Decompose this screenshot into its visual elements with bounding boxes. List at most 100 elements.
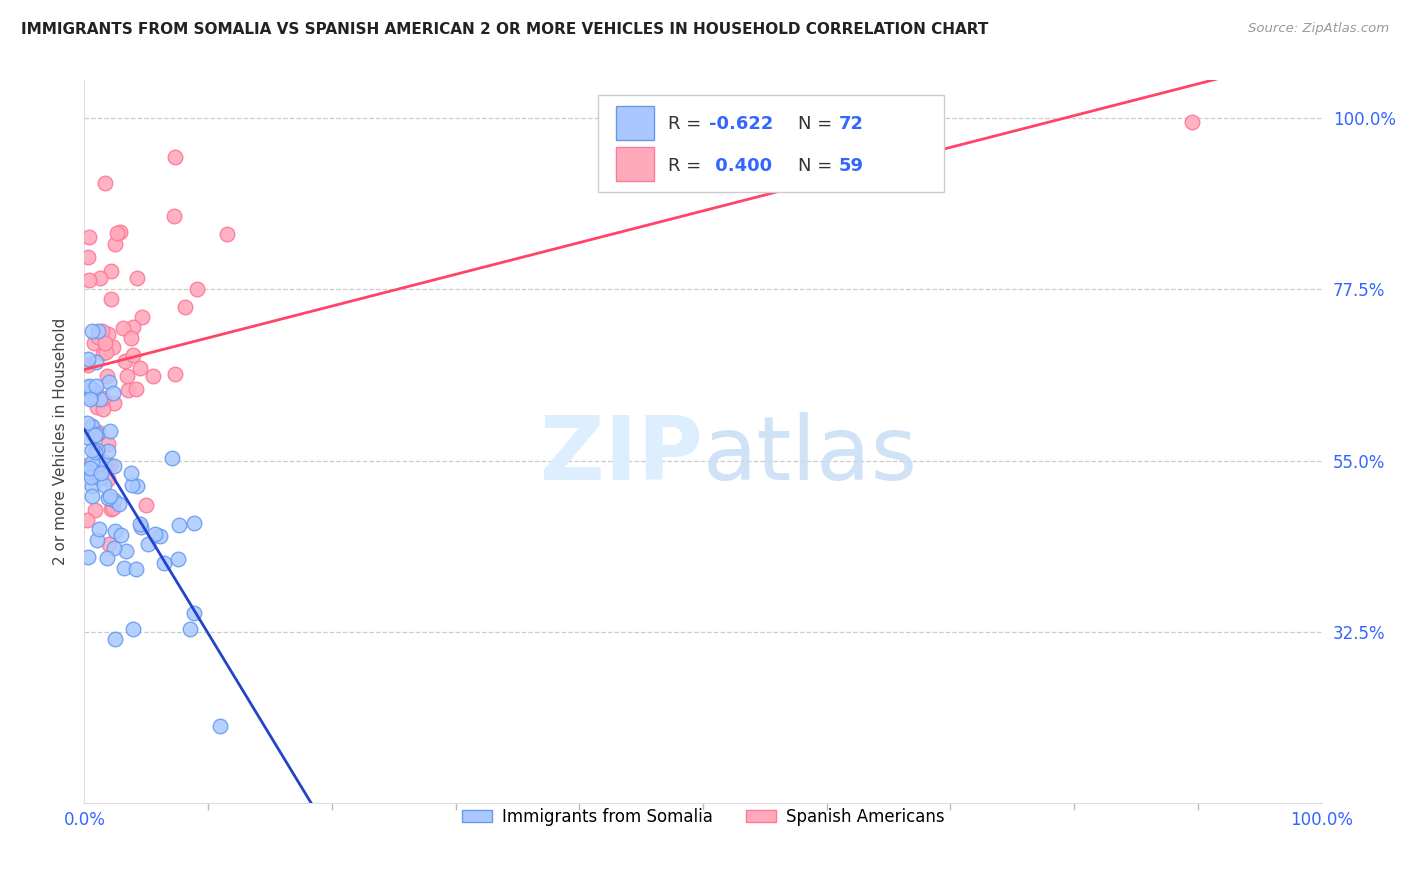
Point	[121, 348, 143, 362]
Point	[136, 537, 159, 551]
Text: N =: N =	[799, 156, 838, 175]
Text: Source: ZipAtlas.com: Source: ZipAtlas.com	[1249, 22, 1389, 36]
Point	[80, 419, 103, 434]
Point	[80, 419, 103, 434]
Point	[76, 513, 98, 527]
Point	[98, 424, 121, 438]
Point	[94, 176, 117, 190]
Point	[100, 264, 122, 278]
Text: atlas: atlas	[703, 412, 918, 500]
Point	[149, 529, 172, 543]
Point	[91, 402, 114, 417]
FancyBboxPatch shape	[598, 95, 945, 193]
Point	[76, 463, 98, 477]
Point	[90, 466, 112, 480]
Point	[86, 427, 108, 442]
Point	[90, 324, 112, 338]
Point	[75, 384, 97, 398]
Point	[131, 310, 153, 324]
Point	[122, 623, 145, 637]
Point	[87, 324, 110, 338]
Point	[100, 502, 122, 516]
Point	[135, 498, 157, 512]
Point	[110, 527, 132, 541]
Point	[208, 719, 231, 733]
Text: 0.400: 0.400	[709, 156, 772, 175]
Point	[77, 550, 100, 565]
Point	[93, 478, 115, 492]
Point	[183, 516, 205, 530]
Point	[83, 336, 105, 351]
Point	[104, 632, 127, 646]
Point	[174, 300, 197, 314]
Point	[100, 292, 122, 306]
Point	[114, 354, 136, 368]
Point	[80, 489, 103, 503]
Point	[91, 346, 114, 360]
Point	[76, 380, 98, 394]
Point	[91, 460, 114, 475]
Point	[97, 437, 120, 451]
Text: -0.622: -0.622	[709, 115, 773, 133]
Point	[120, 467, 142, 481]
Point	[125, 382, 148, 396]
Point	[167, 517, 190, 532]
Point	[98, 489, 121, 503]
Point	[125, 562, 148, 576]
Point	[76, 430, 98, 444]
Point	[163, 150, 186, 164]
Point	[162, 451, 184, 466]
Point	[97, 444, 120, 458]
Point	[103, 459, 125, 474]
Point	[77, 250, 100, 264]
Point	[91, 391, 114, 405]
Point	[111, 321, 134, 335]
Point	[86, 533, 108, 548]
Point	[80, 419, 103, 434]
Point	[127, 270, 149, 285]
Point	[96, 368, 118, 383]
Text: ZIP: ZIP	[540, 412, 703, 500]
Point	[166, 552, 188, 566]
Point	[77, 273, 100, 287]
Point	[82, 443, 104, 458]
Point	[129, 360, 152, 375]
Point	[129, 520, 152, 534]
Point	[103, 492, 125, 507]
Point	[77, 230, 100, 244]
Point	[103, 396, 125, 410]
Point	[84, 442, 107, 457]
Point	[89, 270, 111, 285]
Point	[162, 209, 184, 223]
Point	[103, 524, 125, 538]
Point	[143, 527, 166, 541]
Point	[89, 471, 111, 485]
Point	[79, 392, 101, 406]
Point	[98, 458, 121, 473]
Point	[82, 383, 104, 397]
Point	[82, 428, 104, 442]
Point	[83, 503, 105, 517]
Point	[84, 379, 107, 393]
Point	[108, 225, 131, 239]
Point	[217, 227, 239, 242]
Legend: Immigrants from Somalia, Spanish Americans: Immigrants from Somalia, Spanish America…	[453, 799, 953, 834]
Point	[77, 358, 100, 372]
Point	[94, 458, 117, 472]
Point	[77, 378, 100, 392]
Text: IMMIGRANTS FROM SOMALIA VS SPANISH AMERICAN 2 OR MORE VEHICLES IN HOUSEHOLD CORR: IMMIGRANTS FROM SOMALIA VS SPANISH AMERI…	[21, 22, 988, 37]
Point	[103, 385, 125, 400]
Point	[86, 330, 108, 344]
Point	[186, 282, 208, 296]
Y-axis label: 2 or more Vehicles in Household: 2 or more Vehicles in Household	[52, 318, 67, 566]
Point	[121, 331, 143, 345]
Point	[153, 556, 176, 570]
Point	[86, 400, 108, 414]
Point	[142, 369, 165, 384]
Point	[103, 541, 125, 555]
Point	[122, 319, 145, 334]
Point	[82, 455, 104, 469]
Point	[82, 324, 104, 338]
Text: 59: 59	[839, 156, 865, 175]
Point	[79, 461, 101, 475]
